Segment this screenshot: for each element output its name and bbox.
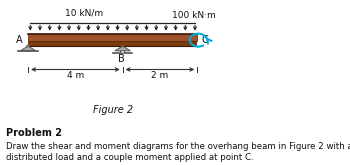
Text: 100 kN·m: 100 kN·m (173, 11, 216, 20)
Polygon shape (20, 46, 36, 51)
Text: 4 m: 4 m (67, 71, 84, 80)
Circle shape (27, 45, 30, 47)
Text: Draw the shear and moment diagrams for the overhang beam in Figure 2 with a unif: Draw the shear and moment diagrams for t… (6, 142, 350, 162)
Circle shape (121, 45, 124, 47)
Text: Problem 2: Problem 2 (6, 128, 62, 138)
Circle shape (120, 51, 125, 53)
Text: 10 kN/m: 10 kN/m (65, 9, 103, 18)
Text: A: A (16, 35, 22, 45)
Text: Figure 2: Figure 2 (93, 105, 133, 115)
Polygon shape (115, 46, 131, 51)
Text: C: C (201, 35, 208, 45)
Text: B: B (118, 54, 124, 64)
Bar (28, 41, 197, 46)
Bar (28, 34, 197, 41)
Text: 2 m: 2 m (151, 71, 169, 80)
